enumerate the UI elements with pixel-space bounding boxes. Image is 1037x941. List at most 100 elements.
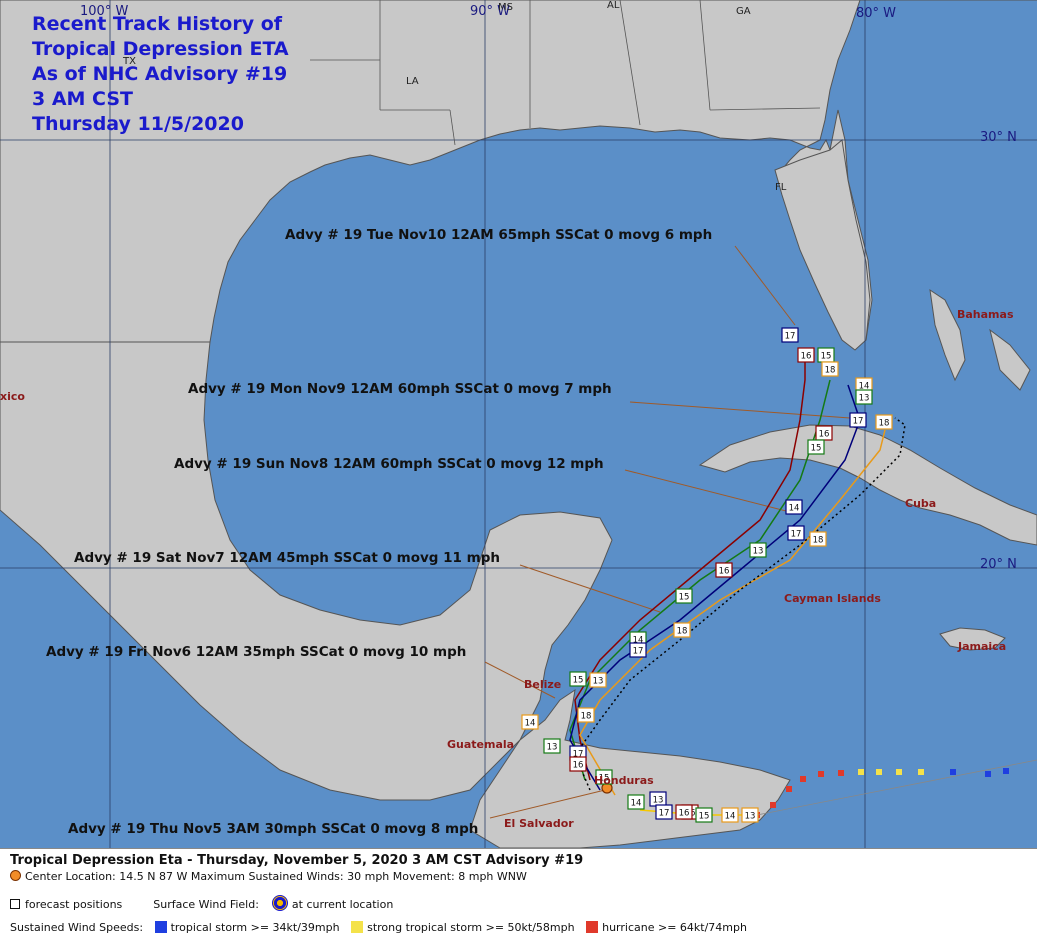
- legend-row-forecast: forecast positions Surface Wind Field: a…: [10, 895, 393, 911]
- forecast-box-label: 16: [679, 809, 690, 819]
- place-honduras: Honduras: [594, 774, 654, 787]
- advisory-label-nov5: Advy # 19 Thu Nov5 3AM 30mph SSCat 0 mov…: [68, 821, 479, 837]
- forecast-box-label: 17: [853, 417, 864, 427]
- forecast-box-label: 14: [633, 636, 644, 646]
- state-ga: GA: [736, 6, 751, 17]
- land-bahamas: [929, 288, 1031, 391]
- land-florida: [774, 139, 871, 351]
- forecast-box: 16: [675, 804, 693, 820]
- forecast-box: 13: [649, 791, 667, 807]
- forecast-box: 14: [627, 794, 645, 810]
- current-location-label: at current location: [291, 898, 394, 911]
- forecast-box-label: 16: [573, 761, 584, 771]
- place-cuba: Cuba: [905, 497, 937, 510]
- forecast-box: 18: [577, 707, 595, 723]
- map-title-line-5: Thursday 11/5/2020: [32, 113, 244, 135]
- forecast-box: 15: [569, 671, 587, 687]
- center-location-text: Center Location: 14.5 N 87 W Maximum Sus…: [25, 870, 527, 883]
- place-bahamas: Bahamas: [957, 308, 1014, 321]
- forecast-box: 18: [875, 414, 893, 430]
- place-mexico: xico: [0, 390, 25, 403]
- advisory-label-nov8: Advy # 19 Sun Nov8 12AM 60mph SSCat 0 mo…: [174, 456, 604, 472]
- forecast-box-label: 15: [599, 774, 610, 784]
- forecast-box-label: 14: [789, 504, 800, 514]
- place-jamaica: Jamaica: [958, 640, 1007, 653]
- forecast-box-label: 18: [825, 366, 836, 376]
- forecast-box-label: 15: [679, 593, 690, 603]
- forecast-box-label: 17: [573, 750, 584, 760]
- forecast-box: 13: [749, 542, 767, 558]
- forecast-box: 13: [543, 738, 561, 754]
- advisory-label-nov9: Advy # 19 Mon Nov9 12AM 60mph SSCat 0 mo…: [188, 381, 612, 397]
- forecast-box-label: 15: [699, 812, 710, 822]
- forecast-box: 13: [741, 807, 759, 823]
- hurricane-swatch: [586, 921, 599, 933]
- forecast-box-label: 13: [859, 394, 870, 404]
- lat-20n: 20° N: [980, 557, 1017, 572]
- hurricane-label: hurricane >= 64kt/74mph: [602, 921, 747, 934]
- forecast-box-label: 18: [879, 419, 890, 429]
- forecast-box-label: 13: [753, 547, 764, 557]
- forecast-box-label: 17: [633, 647, 644, 657]
- map-title-line-2: Tropical Depression ETA: [32, 38, 289, 60]
- forecast-box-label: 13: [593, 677, 604, 687]
- forecast-box: 15: [807, 439, 825, 455]
- state-borders: [310, 0, 821, 146]
- forecast-box: 14: [721, 807, 739, 823]
- legend-row-wind-speeds: Sustained Wind Speeds: tropical storm >=…: [10, 921, 747, 934]
- forecast-box: 13: [855, 389, 873, 405]
- map-area: 17 16 15 18 14 17 13 18 16 15 14 17 13 18 16 15 14 17 18 15…: [0, 0, 1037, 848]
- forecast-box: 16: [797, 347, 815, 363]
- forecast-box-label: 14: [725, 812, 736, 822]
- forecast-box-label: 15: [573, 676, 584, 686]
- forecast-box-label: 13: [653, 796, 664, 806]
- forecast-box-label: 18: [813, 536, 824, 546]
- state-tx: TX: [123, 56, 136, 67]
- tropical-storm-swatch: [154, 921, 167, 933]
- place-guatemala: Guatemala: [447, 738, 515, 751]
- forecast-box: 17: [787, 525, 805, 541]
- forecast-box-label: 13: [547, 743, 558, 753]
- lat-30n: 30° N: [980, 130, 1017, 145]
- forecast-box: 15: [595, 769, 613, 785]
- forecast-box: 17: [849, 412, 867, 428]
- legend-title: Tropical Depression Eta - Thursday, Nove…: [10, 853, 584, 868]
- advisory-label-nov6: Advy # 19 Fri Nov6 12AM 35mph SSCat 0 mo…: [46, 644, 467, 660]
- lon-100w: 100° W: [80, 4, 129, 19]
- strong-tropical-storm-swatch: [351, 921, 364, 933]
- leader-lines: [484, 245, 851, 819]
- forecast-box-label: 16: [819, 430, 830, 440]
- map-title-line-4: 3 AM CST: [32, 88, 134, 110]
- forecast-box-label: 16: [801, 352, 812, 362]
- land-mexico: [0, 341, 613, 801]
- map-title-line-3: As of NHC Advisory #19: [32, 63, 288, 85]
- forecast-box: 14: [521, 714, 539, 730]
- tropical-storm-label: tropical storm >= 34kt/39mph: [170, 921, 340, 934]
- surface-wind-field-label: Surface Wind Field:: [153, 898, 259, 911]
- advisory-label-nov7: Advy # 19 Sat Nov7 12AM 45mph SSCat 0 mo…: [74, 550, 500, 566]
- place-el-salvador: El Salvador: [504, 817, 574, 830]
- forecast-box-label: 14: [525, 719, 536, 729]
- forecast-box: 15: [695, 807, 713, 823]
- forecast-box-label: 17: [785, 332, 796, 342]
- lon-90w: 90° W: [470, 4, 511, 19]
- bullseye-icon: [271, 895, 288, 911]
- forecast-box-label: 13: [745, 812, 756, 822]
- state-fl: FL: [775, 182, 787, 193]
- center-location-icon: [10, 870, 21, 881]
- forecast-box: 15: [675, 588, 693, 604]
- forecast-box: 18: [821, 361, 839, 377]
- advisory-label-nov10: Advy # 19 Tue Nov10 12AM 65mph SSCat 0 m…: [285, 227, 713, 243]
- forecast-box-label: 18: [677, 627, 688, 637]
- forecast-square-icon: [10, 899, 20, 909]
- strong-tropical-storm-label: strong tropical storm >= 50kt/58mph: [367, 921, 575, 934]
- forecast-box: 16: [715, 562, 733, 578]
- forecast-box-label: 15: [821, 352, 832, 362]
- forecast-box-label: 15: [811, 444, 822, 454]
- state-la: LA: [406, 76, 419, 87]
- map-title-line-1: Recent Track History of: [32, 13, 283, 35]
- forecast-box: 18: [673, 622, 691, 638]
- lon-80w: 80° W: [856, 6, 897, 21]
